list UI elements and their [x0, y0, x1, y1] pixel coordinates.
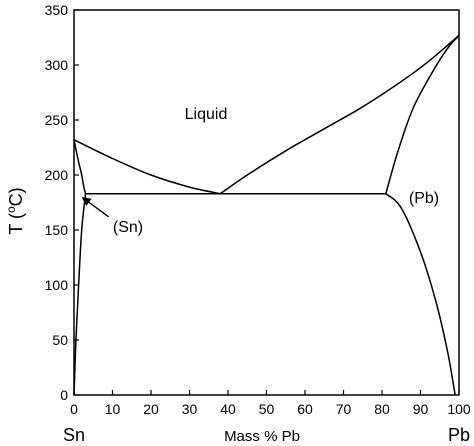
y-tick-label: 150	[45, 222, 69, 238]
end-label-sn: Sn	[63, 425, 85, 445]
y-tick-label: 0	[60, 387, 68, 403]
x-tick-label: 70	[336, 401, 352, 417]
x-tick-label: 10	[105, 401, 121, 417]
arrow-shaft	[88, 201, 110, 218]
boundary-liquidus-sn	[73, 139, 221, 195]
axis-ticks: 0 10 20 30 40 50 60 70 80 90 100 0 50 100 150 200 250 300…	[45, 2, 471, 417]
boundary-solidus-sn	[73, 139, 87, 194]
x-tick-label: 30	[182, 401, 198, 417]
boundary-solvus-pb	[385, 193, 456, 396]
x-tick-label: 20	[143, 401, 159, 417]
phase-boundaries	[73, 34, 460, 396]
x-tick-label: 40	[220, 401, 236, 417]
boundary-solidus-pb	[385, 34, 460, 194]
x-tick-label: 50	[259, 401, 275, 417]
x-tick-label: 0	[70, 401, 78, 417]
y-tick-label: 250	[45, 112, 69, 128]
x-tick-label: 60	[297, 401, 313, 417]
region-label-pb: (Pb)	[409, 190, 439, 207]
y-tick-label: 300	[45, 57, 69, 73]
y-tick-label: 350	[45, 2, 69, 18]
boundary-solvus-sn	[73, 193, 87, 396]
region-label-sn: (Sn)	[113, 219, 143, 236]
end-label-pb: Pb	[448, 425, 470, 445]
sn-phase-arrow	[81, 197, 110, 218]
x-tick-label: 90	[413, 401, 429, 417]
plot-frame	[73, 9, 460, 396]
y-tick-label: 100	[45, 277, 69, 293]
x-tick-label: 80	[374, 401, 390, 417]
region-label-liquid: Liquid	[185, 106, 228, 123]
arrow-head	[81, 197, 92, 206]
boundary-liquidus-pb	[219, 34, 460, 195]
y-tick-label: 50	[52, 332, 68, 348]
y-tick-label: 200	[45, 167, 69, 183]
x-axis-label: Mass % Pb	[224, 428, 300, 445]
x-tick-label: 100	[447, 401, 471, 417]
y-axis-label: T (oC)	[4, 187, 26, 234]
